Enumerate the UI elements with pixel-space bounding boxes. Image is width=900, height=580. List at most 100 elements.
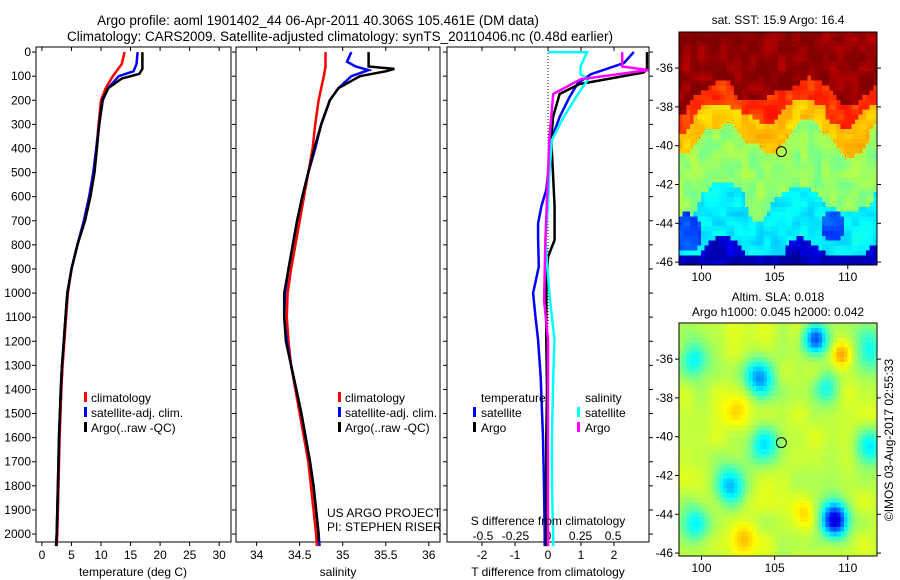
lat-tick-label: -38 bbox=[656, 391, 674, 405]
imos-credit: ©IMOS 03-Aug-2017 02:55:33 bbox=[882, 359, 896, 522]
legend-swatch-t-satellite bbox=[473, 407, 476, 417]
project-credit: US ARGO PROJECT bbox=[327, 506, 442, 520]
lat-tick-label: -42 bbox=[656, 177, 674, 191]
s-tick-label: 0.25 bbox=[569, 529, 593, 543]
y-tick-label: 100 bbox=[11, 69, 31, 83]
y-tick-label: 1000 bbox=[4, 286, 31, 300]
y-tick-label: 400 bbox=[11, 141, 31, 155]
y-tick-label: 700 bbox=[11, 214, 31, 228]
lat-tick-label: -44 bbox=[656, 216, 674, 230]
y-tick-label: 1900 bbox=[4, 503, 31, 517]
legend-swatch-satellite bbox=[84, 407, 87, 417]
sla-map-subtitle: Argo h1000: 0.045 h2000: 0.042 bbox=[692, 305, 864, 319]
legend-label: satellite bbox=[585, 406, 626, 420]
x-tick-label: 20 bbox=[153, 548, 167, 562]
legend-label: satellite-adj. clim. bbox=[345, 406, 437, 420]
legend-swatch-climatology bbox=[338, 392, 341, 402]
lat-tick-label: -40 bbox=[656, 430, 674, 444]
legend-swatch-s-argo bbox=[577, 422, 580, 432]
y-tick-label: 800 bbox=[11, 238, 31, 252]
lat-tick-label: -40 bbox=[656, 139, 674, 153]
legend-heading-salinity: salinity bbox=[585, 391, 622, 405]
lon-tick-label: 105 bbox=[765, 270, 785, 284]
series-line-t-argo bbox=[545, 52, 649, 547]
y-tick-label: 2000 bbox=[4, 527, 31, 541]
figure-title-line2: Climatology: CARS2009. Satellite-adjuste… bbox=[67, 29, 613, 44]
s-tick-label: -0.5 bbox=[473, 529, 494, 543]
series-line-argo-raw-qc- bbox=[282, 52, 395, 542]
y-tick-label: 500 bbox=[11, 166, 31, 180]
lon-tick-label: 100 bbox=[692, 270, 712, 284]
legend-label: satellite bbox=[481, 406, 522, 420]
x-tick-label: 25 bbox=[183, 548, 197, 562]
y-tick-label: 200 bbox=[11, 93, 31, 107]
x-tick-label: 0 bbox=[545, 548, 552, 562]
y-tick-label: 1700 bbox=[4, 455, 31, 469]
y-tick-label: 0 bbox=[24, 45, 31, 59]
y-tick-label: 1400 bbox=[4, 382, 31, 396]
lat-tick-label: -44 bbox=[656, 507, 674, 521]
legend-label: Argo(..raw -QC) bbox=[345, 421, 430, 435]
x-tick-label: 36 bbox=[422, 548, 436, 562]
temperature-legend: climatology satellite-adj. clim. Argo(..… bbox=[84, 391, 183, 435]
x-tick-label: 34 bbox=[250, 548, 264, 562]
y-tick-label: 1800 bbox=[4, 479, 31, 493]
s-tick-label: 0.5 bbox=[605, 529, 622, 543]
legend-label: satellite-adj. clim. bbox=[91, 406, 183, 420]
legend-heading-temperature: temperature bbox=[481, 391, 546, 405]
legend-swatch-argo bbox=[84, 422, 87, 432]
map-frame bbox=[678, 322, 878, 557]
legend-label: climatology bbox=[345, 391, 405, 405]
plot-frame bbox=[235, 46, 441, 543]
series-line-argo-raw-qc- bbox=[54, 52, 144, 547]
tdiff-xlabel: T difference from climatology bbox=[471, 565, 625, 579]
lat-tick-label: -42 bbox=[656, 468, 674, 482]
series-line-t-satellite bbox=[531, 51, 635, 547]
series-line-s-satellite bbox=[544, 50, 591, 547]
s-tick-label: -0.25 bbox=[502, 529, 530, 543]
plot-frame bbox=[35, 46, 232, 543]
x-tick-label: 35 bbox=[336, 548, 350, 562]
lat-tick-label: -36 bbox=[656, 61, 674, 75]
x-tick-label: 10 bbox=[94, 548, 108, 562]
y-tick-label: 900 bbox=[11, 262, 31, 276]
x-tick-label: 5 bbox=[68, 548, 75, 562]
y-tick-label: 1200 bbox=[4, 334, 31, 348]
series-line-s-argo bbox=[542, 52, 649, 547]
figure-title-line1: Argo profile: aoml 1901402_44 06-Apr-201… bbox=[97, 13, 539, 28]
y-tick-label: 1300 bbox=[4, 358, 31, 372]
legend-swatch-satellite bbox=[338, 407, 341, 417]
x-tick-label: 35.5 bbox=[374, 548, 398, 562]
x-tick-label: -2 bbox=[477, 548, 488, 562]
temperature-xlabel: temperature (deg C) bbox=[79, 565, 187, 579]
x-tick-label: 1 bbox=[578, 548, 585, 562]
y-tick-label: 1100 bbox=[5, 310, 31, 324]
map-frame bbox=[678, 31, 878, 266]
legend-label: Argo(..raw -QC) bbox=[91, 421, 176, 435]
sla-map-title: Altim. SLA: 0.018 bbox=[732, 290, 825, 304]
lat-tick-label: -36 bbox=[656, 352, 674, 366]
profile-location-marker bbox=[775, 437, 787, 449]
legend-label: climatology bbox=[91, 391, 151, 405]
pi-credit: PI: STEPHEN RISER bbox=[327, 520, 442, 534]
lon-tick-label: 110 bbox=[838, 270, 857, 284]
series-line-climatology bbox=[285, 52, 327, 547]
legend-swatch-argo bbox=[338, 422, 341, 432]
x-tick-label: 30 bbox=[213, 548, 227, 562]
x-tick-label: 2 bbox=[611, 548, 618, 562]
sst-map-title: sat. SST: 15.9 Argo: 16.4 bbox=[712, 13, 845, 27]
lat-tick-label: -38 bbox=[656, 100, 674, 114]
x-tick-label: 34.5 bbox=[288, 548, 312, 562]
salinity-xlabel: salinity bbox=[320, 565, 357, 579]
lon-tick-label: 105 bbox=[765, 561, 785, 575]
x-tick-label: 0 bbox=[39, 548, 46, 562]
sdiff-xlabel: S difference from climatology bbox=[471, 514, 626, 528]
x-tick-label: -1 bbox=[510, 548, 521, 562]
lon-tick-label: 100 bbox=[692, 561, 712, 575]
legend-swatch-climatology bbox=[84, 392, 87, 402]
legend-swatch-s-satellite bbox=[577, 407, 580, 417]
salinity-legend: climatology satellite-adj. clim. Argo(..… bbox=[338, 391, 437, 435]
y-tick-label: 1500 bbox=[4, 407, 31, 421]
